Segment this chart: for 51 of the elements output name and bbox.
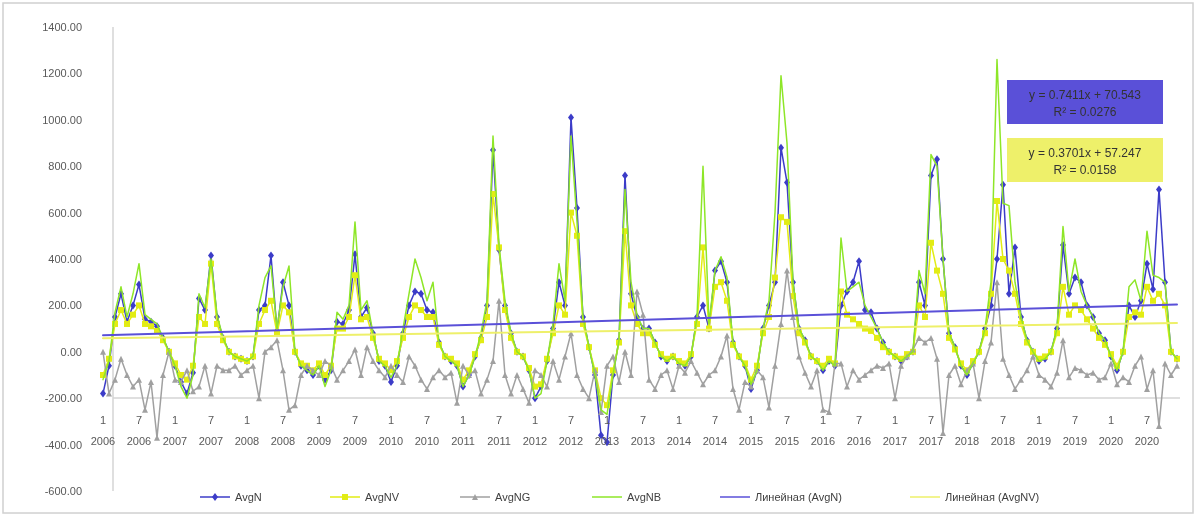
legend-label: AvgNV xyxy=(365,491,400,503)
x-tick-label: 1 2014 xyxy=(666,414,692,447)
x-tick-label: 1 2019 xyxy=(1026,414,1052,447)
x-tick-label: 1 2010 xyxy=(378,414,404,447)
y-tick-label: -600.00 xyxy=(44,485,82,497)
x-tick-label: 7 2020 xyxy=(1134,414,1160,447)
x-tick-label: 1 2012 xyxy=(522,414,548,447)
x-tick-label: 7 2011 xyxy=(487,414,511,447)
x-tick-label: 1 2020 xyxy=(1098,414,1124,447)
y-tick-label: 600.00 xyxy=(48,206,82,219)
y-tick-label: 1400.00 xyxy=(42,21,82,33)
equation-box: y = 0.3701x + 57.247 R² = 0.0158 xyxy=(1007,138,1163,182)
x-tick-label: 7 2014 xyxy=(702,414,728,447)
x-tick-label: 1 2011 xyxy=(451,414,475,447)
y-tick-label: 800.00 xyxy=(48,160,82,173)
x-tick-label: 7 2006 xyxy=(126,414,152,447)
x-tick-label: 1 2016 xyxy=(810,414,836,447)
x-tick-label: 1 2008 xyxy=(234,414,260,447)
legend-label: AvgNB xyxy=(627,491,662,503)
legend-label: Линейная (AvgNV) xyxy=(945,491,1040,503)
annotation: y = 0.7411x + 70.543 R² = 0.0276 xyxy=(1029,88,1142,119)
x-tick-label: 7 2012 xyxy=(558,414,584,447)
y-tick-label: 400.00 xyxy=(48,253,82,265)
x-tick-label: 7 2013 xyxy=(630,414,656,447)
y-tick-label: -200.00 xyxy=(44,392,82,405)
annotation: y = 0.3701x + 57.247 R² = 0.0158 xyxy=(1028,146,1142,177)
x-tick-label: 7 2017 xyxy=(918,414,944,447)
x-tick-label: 7 2010 xyxy=(414,414,440,447)
x-tick-label: 7 2018 xyxy=(990,414,1016,447)
x-tick-label: 7 2009 xyxy=(342,414,368,447)
x-tick-label: 7 2008 xyxy=(270,414,296,447)
line-series xyxy=(102,58,1178,416)
legend-label: Линейная (AvgN) xyxy=(755,491,842,503)
x-tick-label: 1 2007 xyxy=(162,414,188,447)
x-tick-label: 1 2017 xyxy=(882,414,908,447)
y-tick-label: 1200.00 xyxy=(42,67,82,80)
x-tick-label: 1 2015 xyxy=(738,414,764,447)
y-tick-label: 200.00 xyxy=(48,299,82,312)
x-tick-label: 7 2019 xyxy=(1062,414,1088,447)
x-tick-label: 1 2009 xyxy=(306,414,332,447)
x-tick-label: 7 2015 xyxy=(774,414,800,447)
x-tick-label: 7 2007 xyxy=(198,414,224,447)
y-tick-label: 0.00 xyxy=(60,345,82,358)
legend-label: AvgNG xyxy=(495,491,531,503)
x-tick-label: 1 2006 xyxy=(90,414,116,447)
y-tick-label: -400.00 xyxy=(44,438,82,451)
legend-label: AvgN xyxy=(235,491,262,503)
x-tick-label: 7 2016 xyxy=(846,414,872,447)
y-tick-label: 1000.00 xyxy=(42,113,82,126)
x-tick-label: 1 2018 xyxy=(954,414,980,447)
equation-box: y = 0.7411x + 70.543 R² = 0.0276 xyxy=(1007,80,1163,124)
